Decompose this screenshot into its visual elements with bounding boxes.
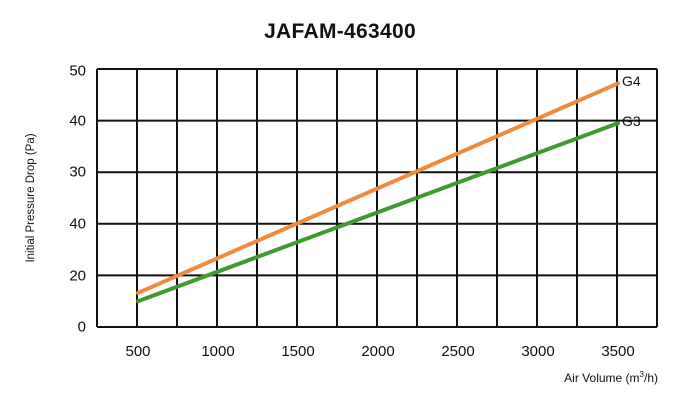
x-tick: 3000 <box>521 343 555 360</box>
series-label-g4: G4 <box>622 73 641 90</box>
y-tick: 40 <box>69 215 86 233</box>
y-tick: 40 <box>69 112 86 130</box>
series-line-g3 <box>136 121 620 304</box>
y-tick: 20 <box>69 267 86 285</box>
y-tick: 50 <box>69 62 86 80</box>
series-line-g4 <box>136 81 620 295</box>
series-label-g3: G3 <box>622 113 641 130</box>
x-tick: 2000 <box>361 343 395 360</box>
x-tick: 500 <box>125 343 151 360</box>
chart-title: JAFAM-463400 <box>264 20 416 43</box>
x-tick: 1000 <box>201 343 235 360</box>
y-tick: 0 <box>77 318 86 336</box>
x-tick: 2500 <box>441 343 475 360</box>
series-lines <box>136 81 620 304</box>
grid-lines <box>96 68 658 328</box>
x-tick: 1500 <box>281 343 315 360</box>
x-tick: 3500 <box>601 343 635 360</box>
x-axis-label: Air Volume (m3/h) <box>564 370 658 385</box>
y-tick: 30 <box>69 163 86 181</box>
